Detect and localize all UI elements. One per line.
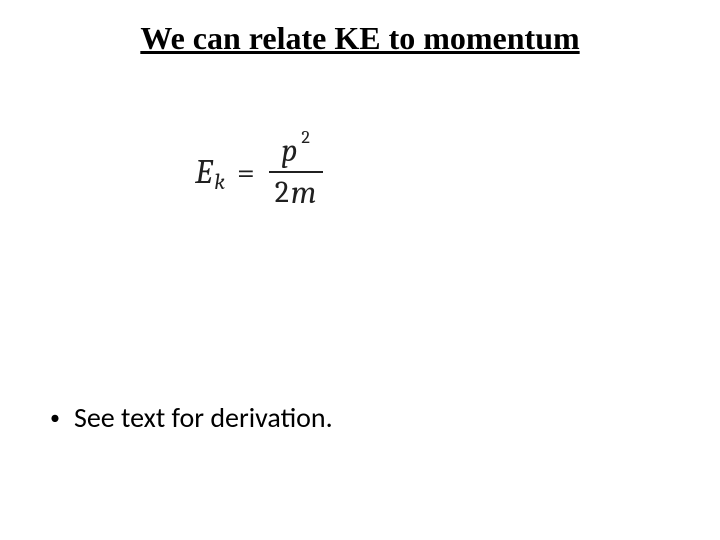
equation-denominator-variable: m: [291, 177, 317, 209]
slide-title: We can relate KE to momentum: [70, 20, 650, 57]
bullet-marker-icon: •: [50, 408, 60, 428]
equation-lhs-subscript: k: [214, 169, 225, 195]
slide-container: We can relate KE to momentum E k = p 2 2…: [0, 0, 720, 540]
bullet-item: • See text for derivation.: [50, 400, 333, 435]
equation-row: E k = p 2 2 m: [195, 135, 323, 209]
equation-fraction: p 2 2 m: [269, 135, 323, 209]
equation-block: E k = p 2 2 m: [195, 135, 323, 209]
equation-denominator-coefficient: 2: [275, 178, 289, 208]
equation-lhs-variable: E: [195, 152, 212, 192]
bullet-text: See text for derivation.: [74, 400, 333, 435]
equation-equals: =: [237, 154, 255, 191]
equation-numerator: p 2: [275, 135, 316, 171]
equation-numerator-exponent: 2: [301, 129, 310, 147]
equation-numerator-variable: p: [281, 135, 297, 167]
bullet-list: • See text for derivation.: [50, 400, 333, 435]
equation-denominator: 2 m: [269, 173, 323, 209]
